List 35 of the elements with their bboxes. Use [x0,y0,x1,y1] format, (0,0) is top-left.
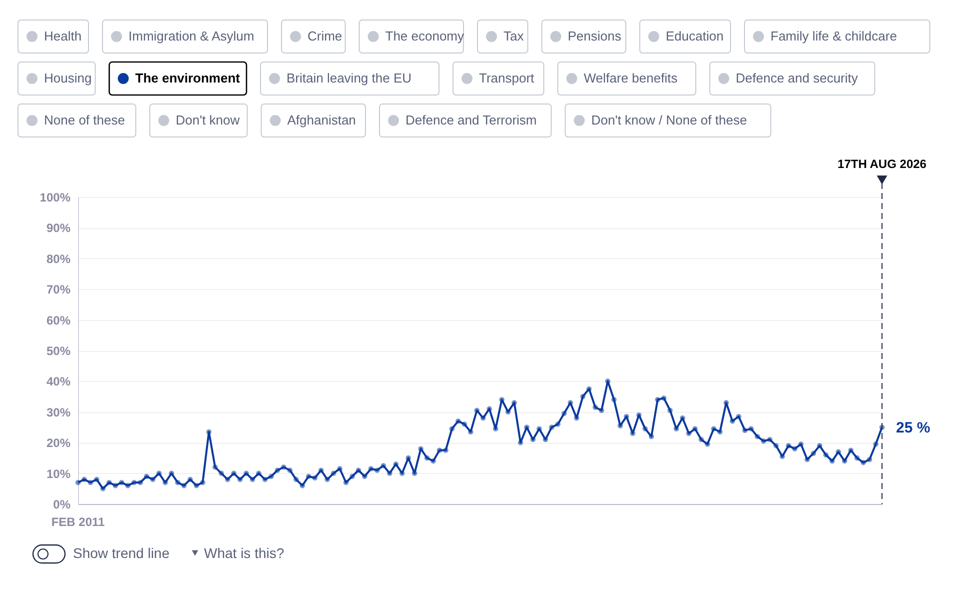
text: What is this? [204,545,284,561]
y-tick-label: 80% [46,252,71,266]
text: Health [44,28,82,44]
text: Immigration & Asylum [128,28,254,44]
text: Welfare benefits [584,70,678,86]
text: Afghanistan [287,112,356,128]
text: The economy [385,28,465,44]
text: Defence and Terrorism [406,112,537,128]
text: Tax [504,28,524,44]
y-tick-label: 30% [46,405,71,420]
text: Crime [308,28,342,44]
text: Education [666,28,724,44]
y-tick-label: 20% [46,436,71,450]
text: Transport [479,70,535,86]
y-tick-label: 40% [46,374,71,389]
text: 25 % [896,419,930,436]
text: Britain leaving the EU [286,70,412,86]
text: Don't know / None of these [591,112,747,128]
y-tick-label: 90% [46,221,71,236]
legend-label: The environment [135,70,241,86]
y-tick-label: 0% [53,498,71,512]
text: Defence and security [736,70,858,86]
y-tick-label: 100% [40,190,71,204]
text: Don't know [176,112,240,128]
text: Family life & childcare [770,28,897,44]
y-tick-label: 50% [46,344,71,358]
text: None of these [44,112,125,128]
text: Show trend line [73,545,170,561]
y-tick-label: 10% [46,466,71,481]
y-tick-label: 60% [46,313,71,328]
text: Housing [44,70,92,86]
y-tick-label: 70% [46,282,71,297]
text: 17TH AUG 2026 [838,157,926,171]
text: Pensions [568,28,622,44]
text: FEB 2011 [51,515,106,529]
